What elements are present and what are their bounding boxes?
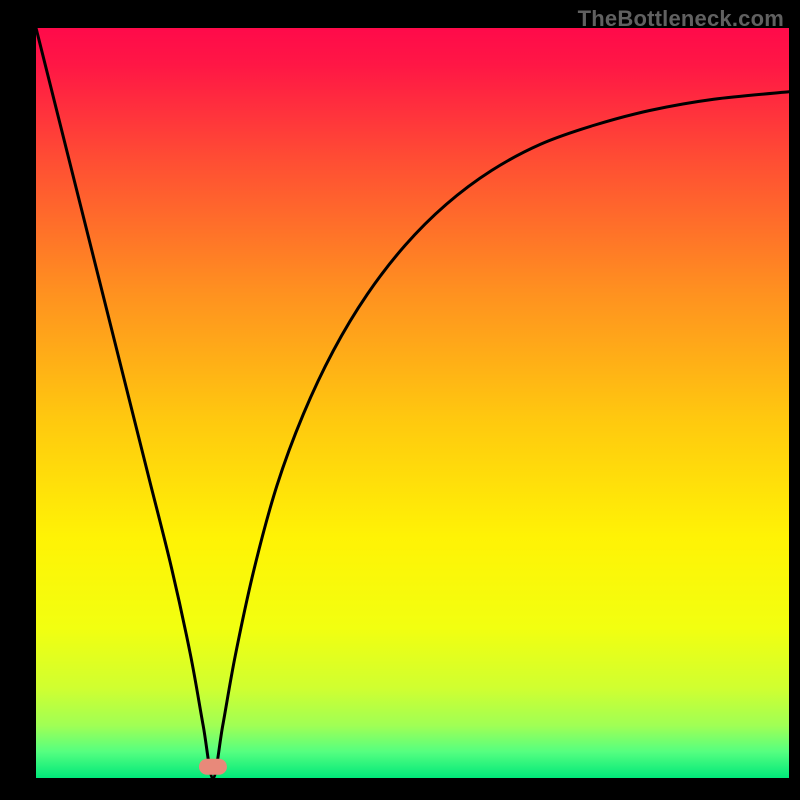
plot-background xyxy=(36,28,789,778)
minimum-marker xyxy=(199,759,227,775)
watermark-text: TheBottleneck.com xyxy=(578,6,784,32)
chart-frame: TheBottleneck.com xyxy=(0,0,800,800)
bottleneck-plot xyxy=(36,28,789,778)
